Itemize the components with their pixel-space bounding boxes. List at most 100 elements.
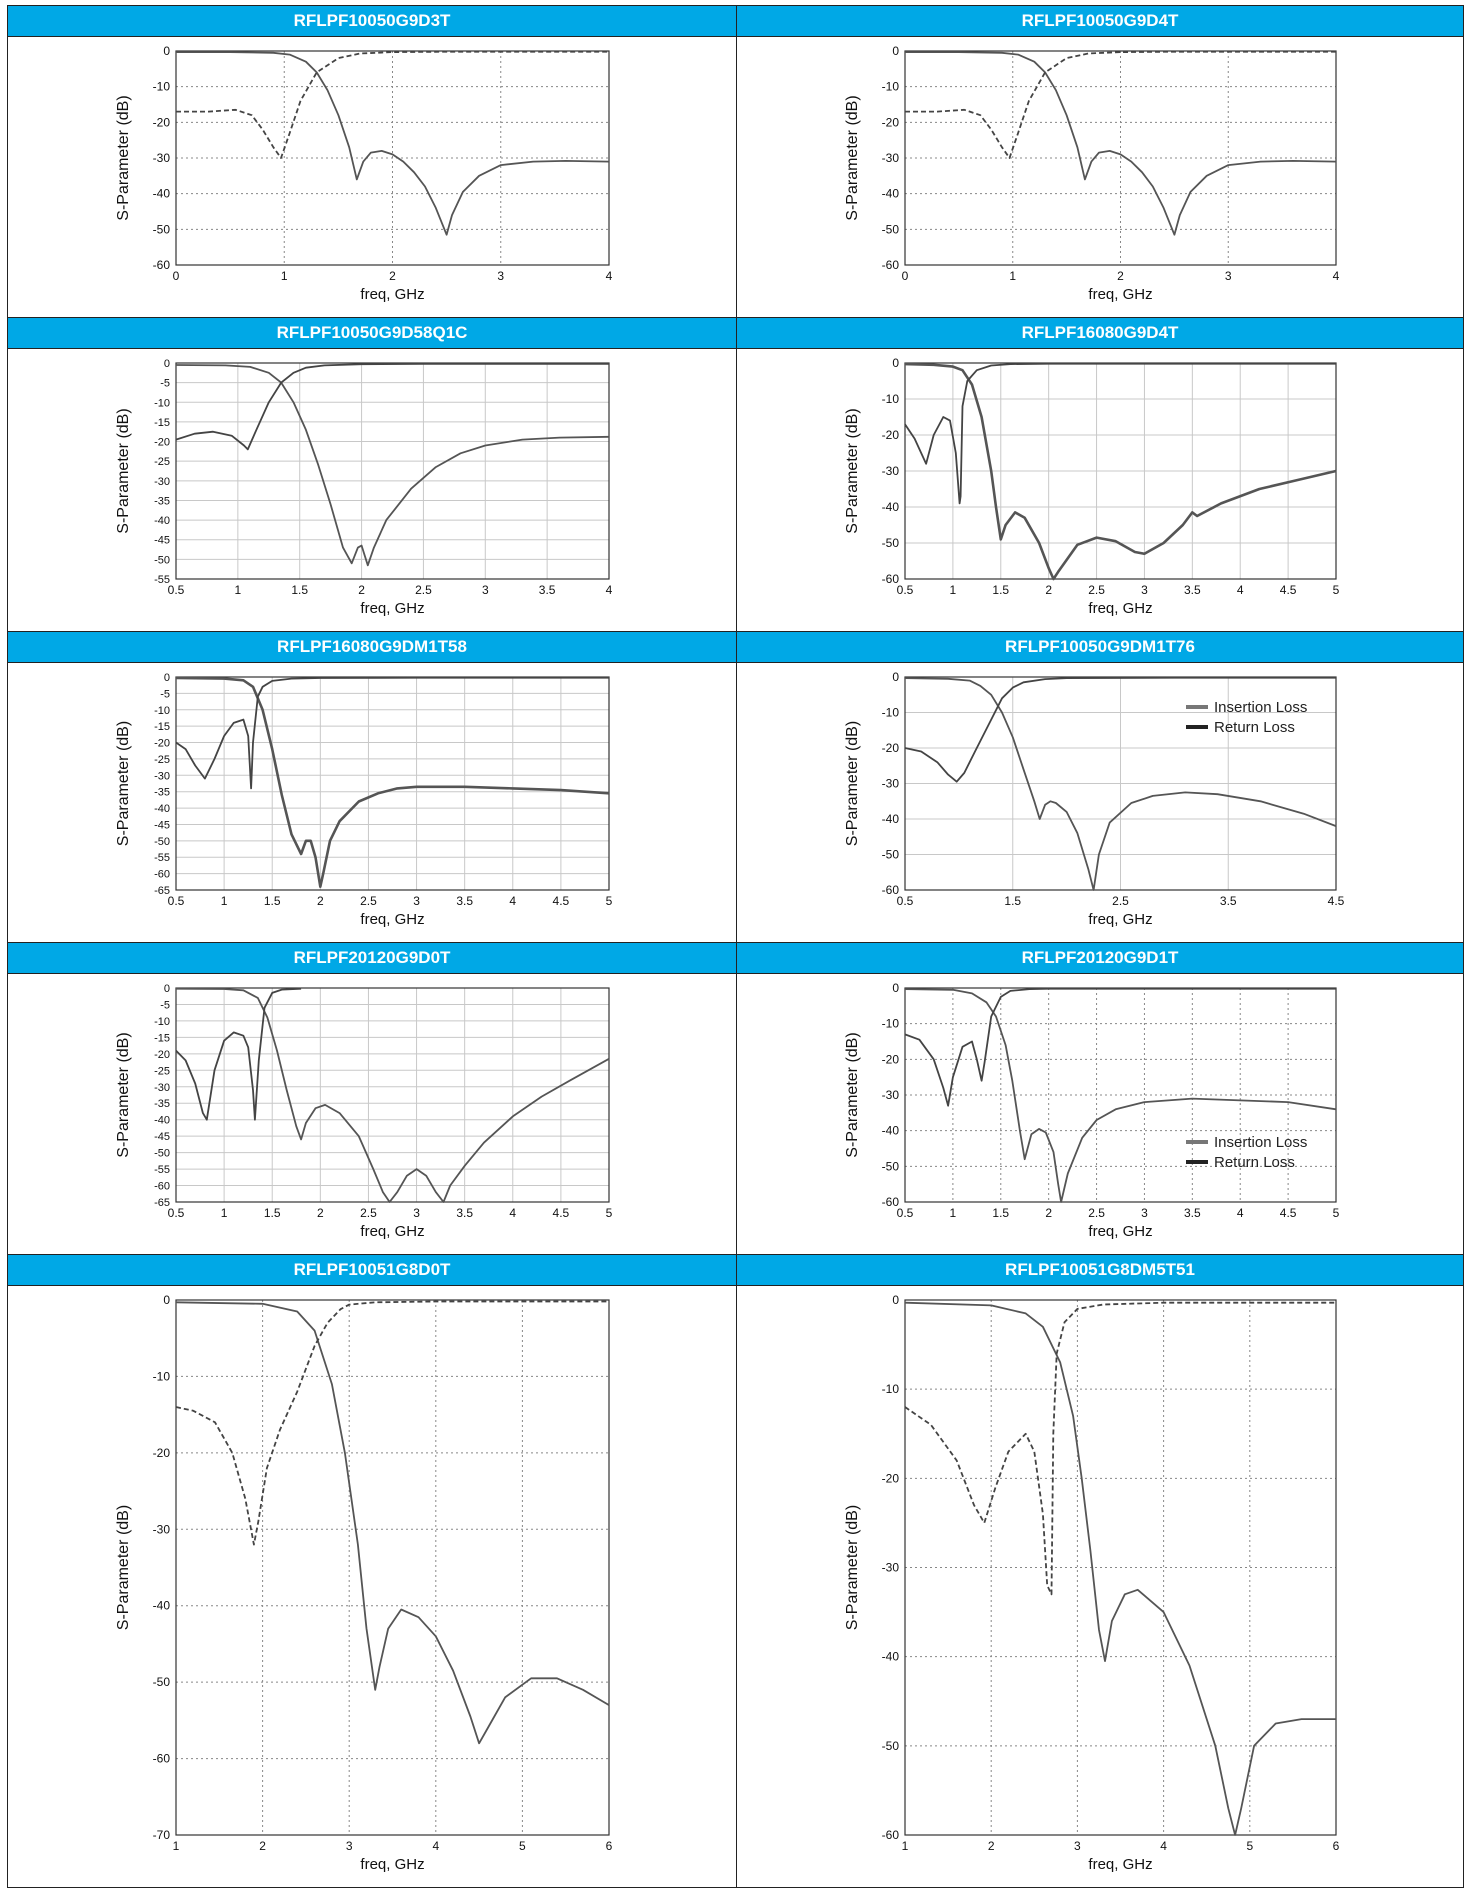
x-tick-label: 1.5 [291, 583, 308, 597]
series-line [176, 51, 610, 236]
chart-plot-area: 1 2 3 4 5 6 0 -10 -20 -30 -40 -50 -60 freq, GHz S-Para… [737, 1286, 1463, 1887]
x-tick-label: 3.5 [456, 894, 473, 908]
x-tick-label: 4.5 [1280, 583, 1297, 597]
x-tick-label: 1 [950, 1206, 957, 1220]
chart-panel: RFLPF10050G9D4T 0 1 2 3 4 0 -10 -20 -30 -40 -50 -60 f… [736, 5, 1464, 318]
y-tick-label: -60 [154, 869, 170, 881]
y-tick-label: -60 [882, 1828, 900, 1842]
y-tick-label: -55 [154, 574, 170, 586]
x-tick-label: 3 [1141, 1206, 1148, 1220]
x-axis-label: freq, GHz [1088, 286, 1152, 303]
x-tick-label: 5 [519, 1839, 526, 1853]
y-tick-label: -20 [882, 1052, 900, 1066]
x-tick-label: 3 [497, 269, 504, 283]
x-tick-label: 3.5 [456, 1206, 473, 1220]
y-tick-label: 0 [892, 44, 899, 58]
y-tick-label: -5 [160, 999, 170, 1011]
y-tick-label: -10 [882, 1017, 900, 1031]
series-line [904, 1301, 1336, 1596]
y-axis-label: S-Parameter (dB) [115, 1032, 132, 1157]
chart-panel: RFLPF16080G9D4T 0.5 1 1.5 2 2.5 3 3.5 4 4.5 5 0 -10 -… [736, 317, 1464, 632]
y-tick-label: -50 [882, 536, 900, 550]
y-tick-label: -65 [154, 885, 170, 897]
x-tick-label: 2 [317, 894, 324, 908]
y-tick-label: -60 [154, 1181, 170, 1193]
series-line [904, 987, 1336, 1107]
y-tick-label: -60 [153, 258, 171, 272]
chart-panel: RFLPF10050G9D58Q1C 0.5 1 1.5 2 2.5 3 3.5 4 0 -5 -10… [7, 317, 737, 632]
x-tick-label: 3 [413, 1206, 420, 1220]
series-line [175, 676, 609, 790]
x-tick-label: 4 [606, 583, 613, 597]
y-tick-label: -45 [154, 819, 170, 831]
x-tick-label: 2 [259, 1839, 266, 1853]
y-tick-label: 0 [163, 44, 170, 58]
y-tick-label: -10 [882, 392, 900, 406]
chart-title: RFLPF10051G8D0T [8, 1255, 736, 1286]
y-tick-label: -30 [882, 1088, 900, 1102]
x-tick-label: 0 [902, 269, 909, 283]
chart-panel: RFLPF20120G9D0T 0.5 1 1.5 2 2.5 3 3.5 4 4.5 5 0 -5 -1… [7, 942, 737, 1255]
chart-title: RFLPF16080G9DM1T58 [8, 632, 736, 663]
y-tick-label: -60 [882, 883, 900, 897]
chart-panel: RFLPF10051G8D0T 1 2 3 4 5 6 0 -10 -20 -30 -40 -50 -60… [7, 1254, 737, 1888]
y-tick-label: -40 [882, 812, 900, 826]
chart-plot-area: 0.5 1 1.5 2 2.5 3 3.5 4 4.5 5 0 -5 -10 -15 -20 -25 -30 -3… [8, 663, 736, 942]
y-tick-label: -50 [882, 848, 900, 862]
series-line [175, 676, 610, 888]
y-tick-label: -35 [154, 1098, 170, 1110]
plot-frame [175, 362, 610, 580]
series-line [176, 50, 609, 159]
y-tick-label: -10 [154, 1016, 170, 1028]
y-tick-label: -40 [153, 187, 171, 201]
y-tick-label: -50 [154, 554, 170, 566]
y-tick-label: -20 [882, 115, 900, 129]
chart-plot-area: 0 1 2 3 4 0 -10 -20 -30 -40 -50 -60 freq, GHz S-Param… [8, 37, 736, 317]
series-line [904, 988, 1337, 1203]
x-tick-label: 1 [902, 1839, 909, 1853]
x-tick-label: 2 [358, 583, 365, 597]
x-tick-label: 3 [1141, 583, 1148, 597]
x-tick-label: 4 [1237, 583, 1244, 597]
x-tick-label: 3.5 [1220, 894, 1237, 908]
y-tick-label: -30 [153, 151, 171, 165]
y-axis-label: S-Parameter (dB) [844, 95, 861, 220]
plot-frame [175, 987, 610, 1203]
chart-plot-area: 0 1 2 3 4 0 -10 -20 -30 -40 -50 -60 freq, GHz S-Param… [737, 37, 1463, 317]
x-tick-label: 1.5 [992, 583, 1009, 597]
y-tick-label: -10 [154, 705, 170, 717]
y-tick-label: -50 [154, 1148, 170, 1160]
y-tick-label: -5 [160, 378, 170, 390]
plot-background [176, 1300, 609, 1835]
chart-title: RFLPF10050G9D58Q1C [8, 318, 736, 349]
y-tick-label: -55 [154, 1164, 170, 1176]
y-tick-label: -20 [882, 741, 900, 755]
x-tick-label: 1.5 [1004, 894, 1021, 908]
series-line [175, 1300, 609, 1546]
chart-plot-area: 1 2 3 4 5 6 0 -10 -20 -30 -40 -50 -60 -70 freq, GHz S-P… [8, 1286, 736, 1887]
y-axis-label: S-Parameter (dB) [115, 721, 132, 846]
x-tick-label: 0.5 [897, 1206, 914, 1220]
x-tick-label: 2.5 [360, 894, 377, 908]
x-tick-label: 0.5 [168, 894, 185, 908]
y-tick-label: -65 [154, 1197, 170, 1209]
y-tick-label: -30 [154, 770, 170, 782]
x-tick-label: 2.5 [415, 583, 432, 597]
series-line [904, 362, 1336, 505]
y-tick-label: -10 [153, 80, 171, 94]
series-line [175, 987, 302, 1121]
y-tick-label: -20 [882, 1471, 900, 1485]
chart-title: RFLPF10050G9DM1T76 [737, 632, 1463, 663]
y-tick-label: -50 [154, 836, 170, 848]
x-tick-label: 3.5 [539, 583, 556, 597]
y-tick-label: -40 [882, 187, 900, 201]
x-tick-label: 4 [1237, 1206, 1244, 1220]
x-tick-label: 4.5 [1280, 1206, 1297, 1220]
series-line [175, 987, 610, 1203]
x-tick-label: 5 [606, 1206, 613, 1220]
series-line [905, 50, 1336, 159]
chart-title: RFLPF20120G9D1T [737, 943, 1463, 974]
x-tick-label: 2 [389, 269, 396, 283]
y-tick-label: 0 [892, 981, 899, 995]
y-tick-label: -10 [882, 1382, 900, 1396]
